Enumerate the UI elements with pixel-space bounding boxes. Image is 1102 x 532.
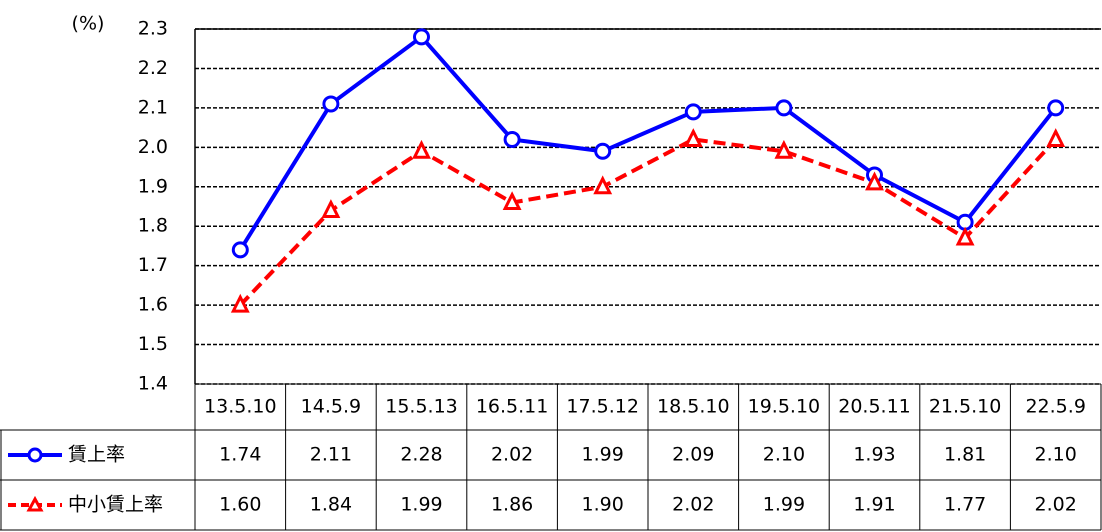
table-value: 1.90 (582, 494, 624, 516)
legend-marker (27, 447, 43, 463)
x-tick-label: 19.5.10 (748, 396, 821, 418)
y-tick-label: 1.5 (138, 333, 168, 355)
point (413, 28, 430, 46)
point (865, 171, 884, 191)
point (683, 128, 703, 147)
table-value: 1.99 (582, 444, 624, 466)
y-tick-label: 1.9 (138, 175, 168, 197)
y-tick-label: 1.6 (138, 294, 168, 316)
table-value: 1.91 (853, 494, 895, 516)
y-tick-label: 2.2 (138, 57, 168, 79)
x-tick-label: 18.5.10 (657, 396, 730, 418)
point (1046, 128, 1066, 147)
table-value: 1.99 (400, 494, 442, 516)
x-tick-label: 14.5.9 (301, 396, 361, 418)
y-tick-label: 2.3 (138, 18, 168, 40)
x-tick-label: 17.5.12 (566, 396, 639, 418)
y-axis-unit: (%) (72, 13, 105, 35)
table-value: 2.09 (672, 444, 714, 466)
point (1047, 99, 1065, 117)
point (774, 139, 794, 159)
point (502, 191, 522, 211)
x-tick-label: 15.5.13 (385, 396, 458, 418)
x-tick-label: 13.5.10 (204, 396, 277, 418)
point (684, 103, 702, 121)
table-value: 1.93 (853, 444, 895, 466)
legend-label: 賃上率 (68, 444, 125, 466)
point (412, 139, 431, 159)
table-value: 2.10 (763, 444, 805, 466)
point (503, 130, 521, 148)
y-tick-label: 1.7 (138, 254, 168, 276)
x-tick-label: 21.5.10 (929, 396, 1002, 418)
table-value: 2.02 (672, 494, 714, 516)
x-tick-label: 22.5.9 (1025, 396, 1085, 418)
point (230, 293, 250, 313)
table-value: 1.99 (763, 494, 805, 516)
x-tick-label: 20.5.11 (838, 396, 911, 418)
y-tick-label: 2.0 (138, 136, 168, 158)
point (322, 95, 340, 113)
point (775, 99, 793, 117)
series-line (238, 34, 1058, 251)
table-value: 1.60 (219, 494, 261, 516)
table-value: 2.10 (1035, 444, 1077, 466)
point (594, 142, 612, 160)
legend-label: 中小賃上率 (68, 494, 163, 516)
table-value: 2.28 (400, 444, 442, 466)
y-tick-label: 1.4 (138, 373, 168, 395)
point (955, 226, 975, 246)
point (231, 241, 249, 259)
table-value: 2.02 (1035, 494, 1077, 516)
series-line (238, 137, 1058, 307)
point (321, 199, 341, 218)
table-value: 1.74 (219, 444, 261, 466)
table-value: 1.86 (491, 494, 533, 516)
table-value: 1.77 (944, 494, 986, 516)
table-value: 2.02 (491, 444, 533, 466)
table-value: 2.11 (310, 444, 352, 466)
table-value: 1.81 (944, 444, 986, 466)
y-tick-label: 2.1 (138, 96, 168, 118)
x-tick-label: 16.5.11 (476, 396, 549, 418)
y-tick-label: 1.8 (138, 215, 168, 237)
legend-marker (26, 495, 44, 512)
point (593, 175, 613, 195)
table-value: 1.84 (310, 494, 352, 516)
